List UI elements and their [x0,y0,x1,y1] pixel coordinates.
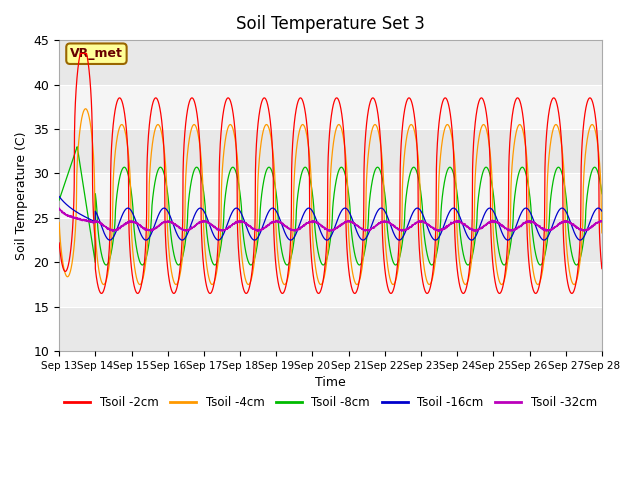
Bar [59,218,602,262]
Y-axis label: Soil Temperature (C): Soil Temperature (C) [15,132,28,260]
Bar [59,84,602,129]
X-axis label: Time: Time [315,376,346,389]
Title: Soil Temperature Set 3: Soil Temperature Set 3 [236,15,425,33]
Bar [59,129,602,173]
Bar [59,262,602,307]
Bar [59,40,602,84]
Text: VR_met: VR_met [70,47,123,60]
Bar [59,173,602,218]
Bar [59,307,602,351]
Legend: Tsoil -2cm, Tsoil -4cm, Tsoil -8cm, Tsoil -16cm, Tsoil -32cm: Tsoil -2cm, Tsoil -4cm, Tsoil -8cm, Tsoi… [60,391,602,414]
